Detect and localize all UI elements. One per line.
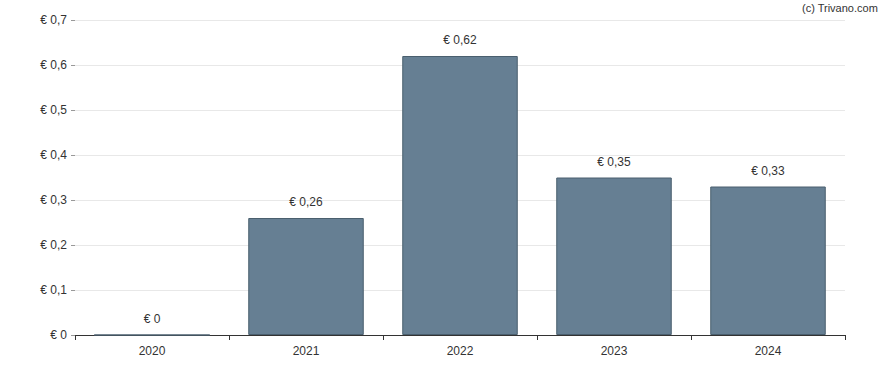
svg-text:€ 0,7: € 0,7 [40,13,67,27]
svg-text:2022: 2022 [447,344,474,358]
svg-text:€ 0,3: € 0,3 [40,193,67,207]
svg-text:2023: 2023 [601,344,628,358]
svg-text:€ 0,62: € 0,62 [443,33,477,47]
svg-text:€ 0,2: € 0,2 [40,238,67,252]
svg-text:€ 0,26: € 0,26 [289,195,323,209]
svg-text:€ 0: € 0 [144,312,161,326]
svg-text:€ 0,6: € 0,6 [40,58,67,72]
svg-text:€ 0,5: € 0,5 [40,103,67,117]
svg-text:€ 0,35: € 0,35 [597,155,631,169]
svg-text:2021: 2021 [293,344,320,358]
svg-text:€ 0: € 0 [50,328,67,342]
svg-text:2020: 2020 [139,344,166,358]
svg-text:(c) Trivano.com: (c) Trivano.com [802,2,878,14]
svg-text:€ 0,1: € 0,1 [40,283,67,297]
svg-text:2024: 2024 [755,344,782,358]
svg-text:€ 0,4: € 0,4 [40,148,67,162]
svg-text:€ 0,33: € 0,33 [751,164,785,178]
